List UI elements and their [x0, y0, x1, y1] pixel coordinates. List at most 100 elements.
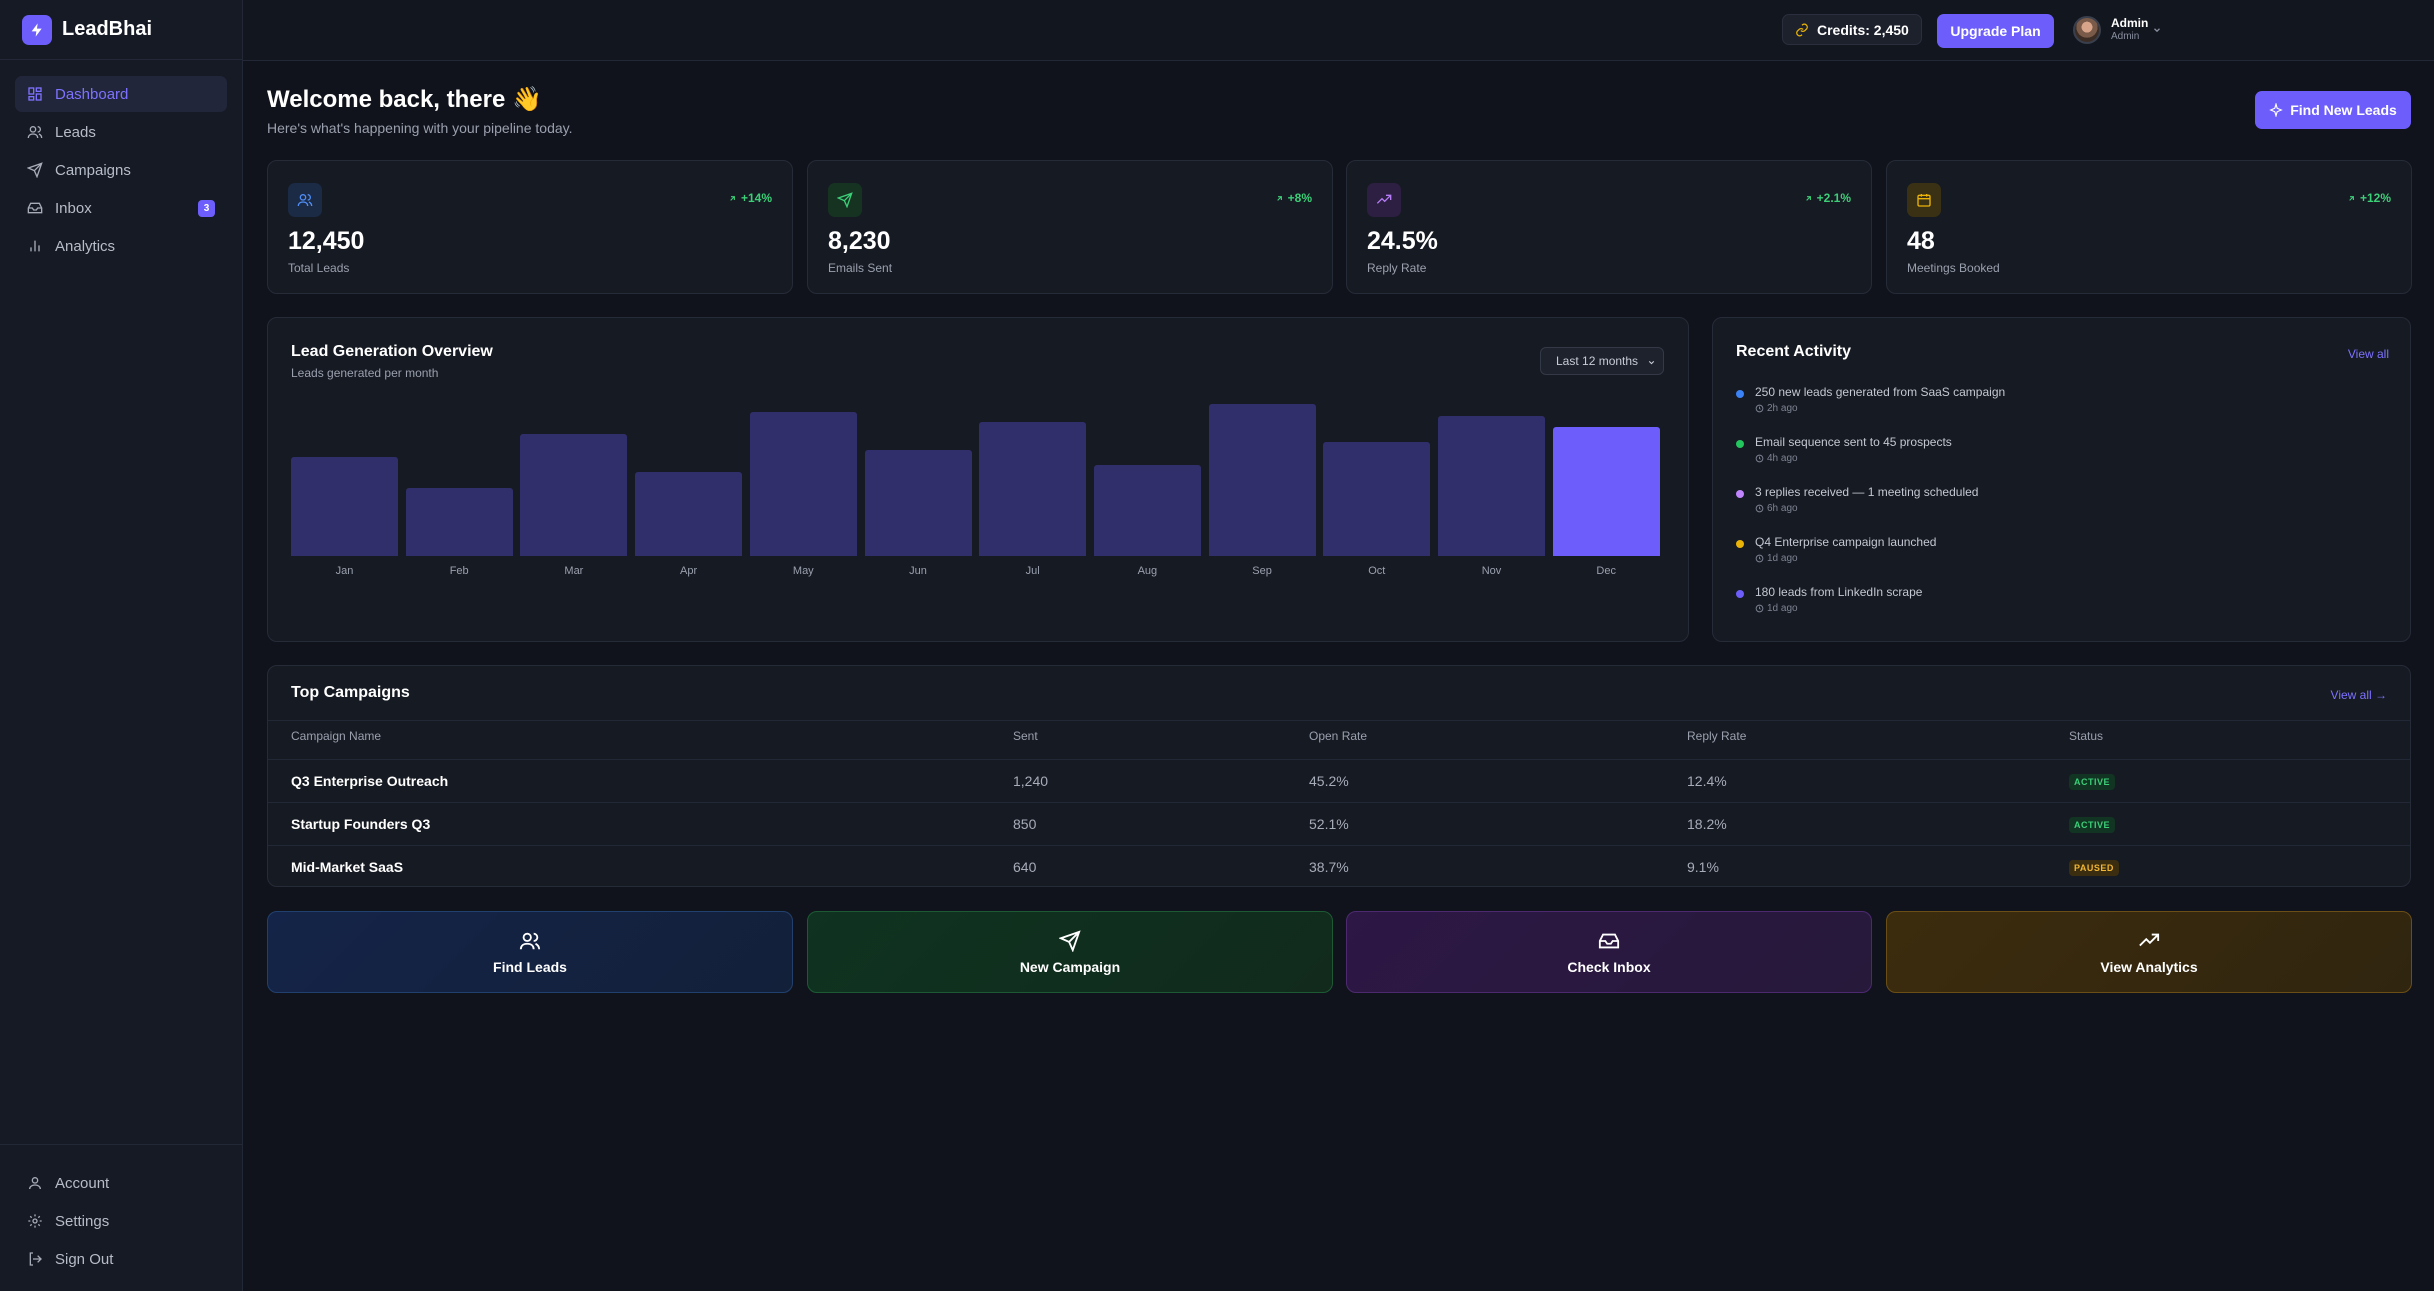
- sidebar-item-dashboard[interactable]: Dashboard: [15, 76, 227, 112]
- sidebar-item-sign-out[interactable]: Sign Out: [15, 1241, 227, 1277]
- clock-icon: [1755, 504, 1764, 513]
- activity-time-value: 6h ago: [1767, 503, 1798, 514]
- date-range-value: Last 12 months: [1556, 354, 1639, 368]
- sidebar-item-analytics[interactable]: Analytics: [15, 228, 227, 264]
- x-tick-label: Mar: [564, 565, 584, 577]
- sidebar-item-account[interactable]: Account: [15, 1165, 227, 1201]
- brand[interactable]: LeadBhai: [0, 0, 242, 60]
- find-leads-action[interactable]: Find Leads: [267, 911, 793, 993]
- users-icon: [288, 183, 322, 217]
- stat-card-meetings-booked: +12% 48 Meetings Booked: [1886, 160, 2412, 294]
- table-row[interactable]: Q3 Enterprise Outreach 1,240 45.2% 12.4% ACT…: [268, 759, 2410, 802]
- sidebar-item-label: Sign Out: [55, 1250, 114, 1268]
- activity-view-all-link[interactable]: View all: [2347, 347, 2389, 361]
- send-icon: [1059, 929, 1081, 952]
- clock-icon: [1755, 404, 1764, 413]
- chart-bar[interactable]: [1552, 426, 1660, 556]
- lead-generation-chart-card: Lead Generation Overview Leads generated…: [267, 317, 1689, 642]
- chart-bar[interactable]: [1438, 416, 1545, 556]
- campaigns-view-all-link[interactable]: View all →: [2330, 688, 2387, 702]
- status-dot: [1736, 490, 1744, 498]
- table-row[interactable]: Startup Founders Q3 850 52.1% 18.2% ACTIVE: [268, 802, 2410, 845]
- stat-value: 48: [1907, 227, 1935, 255]
- campaign-open-rate: 45.2%: [1309, 773, 1349, 789]
- arrow-up-right-icon: [1276, 195, 1282, 201]
- stat-label: Reply Rate: [1367, 261, 1427, 275]
- check-inbox-action[interactable]: Check Inbox: [1346, 911, 1872, 993]
- chart-bar[interactable]: [979, 422, 1087, 556]
- page-subtitle: Here's what's happening with your pipeli…: [267, 120, 573, 136]
- campaigns-title: Top Campaigns: [291, 684, 410, 701]
- table-row[interactable]: Mid-Market SaaS 640 38.7% 9.1% PAUSED: [268, 845, 2410, 886]
- status-badge: PAUSED: [2069, 860, 2119, 876]
- sidebar: LeadBhai Dashboard Leads Campaigns Inbox…: [0, 0, 243, 1291]
- sidebar-item-label: Analytics: [55, 237, 116, 255]
- avatar[interactable]: [2073, 16, 2101, 44]
- x-tick-label: May: [792, 565, 814, 577]
- activity-title: Recent Activity: [1736, 343, 1851, 360]
- x-tick-label: Dec: [1596, 565, 1616, 577]
- action-label: Find Leads: [493, 958, 567, 975]
- trending-up-icon: [1367, 183, 1401, 217]
- sign-out-icon: [29, 1252, 42, 1266]
- chart-bar[interactable]: [864, 449, 972, 556]
- chart-bar[interactable]: [405, 487, 513, 556]
- sidebar-item-campaigns[interactable]: Campaigns: [15, 152, 227, 188]
- chart-bar[interactable]: [291, 457, 398, 556]
- link-icon: [1796, 23, 1808, 36]
- activity-text: 3 replies received — 1 meeting scheduled: [1755, 485, 1979, 499]
- user-name[interactable]: Admin: [2111, 16, 2149, 30]
- x-tick-label: Oct: [1368, 565, 1386, 577]
- upgrade-plan-button[interactable]: Upgrade Plan: [1937, 14, 2054, 48]
- campaign-reply-rate: 9.1%: [1687, 859, 1719, 875]
- chart-bar[interactable]: [1208, 404, 1316, 556]
- activity-time-value: 1d ago: [1767, 603, 1798, 614]
- x-tick-label: Sep: [1252, 565, 1272, 577]
- stat-value: 12,450: [288, 227, 365, 255]
- sidebar-item-settings[interactable]: Settings: [15, 1203, 227, 1239]
- trend-badge: +12%: [2347, 191, 2391, 205]
- campaign-name: Startup Founders Q3: [291, 816, 431, 832]
- action-label: Check Inbox: [1567, 958, 1651, 975]
- stat-label: Total Leads: [288, 261, 350, 275]
- page-title: Welcome back, there 👋: [267, 86, 542, 113]
- trend-badge: +2.1%: [1804, 191, 1851, 205]
- sidebar-item-inbox[interactable]: Inbox 3: [15, 190, 227, 226]
- chart-bar[interactable]: [1323, 442, 1431, 556]
- activity-time: 1d ago: [1755, 603, 1798, 614]
- chart-bar[interactable]: [1093, 464, 1201, 556]
- sidebar-nav: Dashboard Leads Campaigns Inbox 3 Analyt…: [0, 60, 242, 264]
- new-campaign-action[interactable]: New Campaign: [807, 911, 1333, 993]
- activity-text: Email sequence sent to 45 prospects: [1755, 435, 1952, 449]
- x-tick-label: Aug: [1137, 565, 1158, 577]
- activity-time: 2h ago: [1755, 403, 1798, 414]
- divider: [268, 720, 2410, 721]
- users-icon: [519, 932, 541, 949]
- credits-indicator[interactable]: Credits: 2,450: [1782, 14, 1922, 45]
- view-analytics-action[interactable]: View Analytics: [1886, 911, 2412, 993]
- top-campaigns-card: Top Campaigns View all → Campaign Name S…: [267, 665, 2411, 887]
- action-label: View Analytics: [2100, 958, 2198, 975]
- x-tick-label: Jul: [1025, 565, 1040, 577]
- date-range-select[interactable]: Last 12 months: [1540, 347, 1664, 375]
- chart-bar[interactable]: [635, 472, 743, 556]
- x-tick-label: Nov: [1481, 565, 1502, 577]
- trend-value: +2.1%: [1816, 191, 1851, 205]
- campaign-name: Mid-Market SaaS: [291, 859, 404, 875]
- x-tick-label: Apr: [680, 565, 698, 577]
- find-new-leads-label: Find New Leads: [2290, 102, 2397, 118]
- chart-bar[interactable]: [520, 434, 628, 556]
- arrow-up-right-icon: [2349, 195, 2354, 201]
- dashboard-icon: [28, 87, 42, 101]
- activity-text: 250 new leads generated from SaaS campai…: [1755, 385, 2006, 399]
- stat-card-reply-rate: +2.1% 24.5% Reply Rate: [1346, 160, 1872, 294]
- chart-bar[interactable]: [749, 411, 857, 556]
- stat-label: Emails Sent: [828, 261, 893, 275]
- activity-time: 4h ago: [1755, 453, 1798, 464]
- chart-bars: [291, 404, 1666, 556]
- bolt-icon: [22, 14, 52, 45]
- brand-name: LeadBhai: [62, 18, 153, 40]
- find-new-leads-button[interactable]: Find New Leads: [2255, 91, 2411, 129]
- sidebar-item-leads[interactable]: Leads: [15, 114, 227, 150]
- chevron-down-icon[interactable]: [2152, 25, 2162, 35]
